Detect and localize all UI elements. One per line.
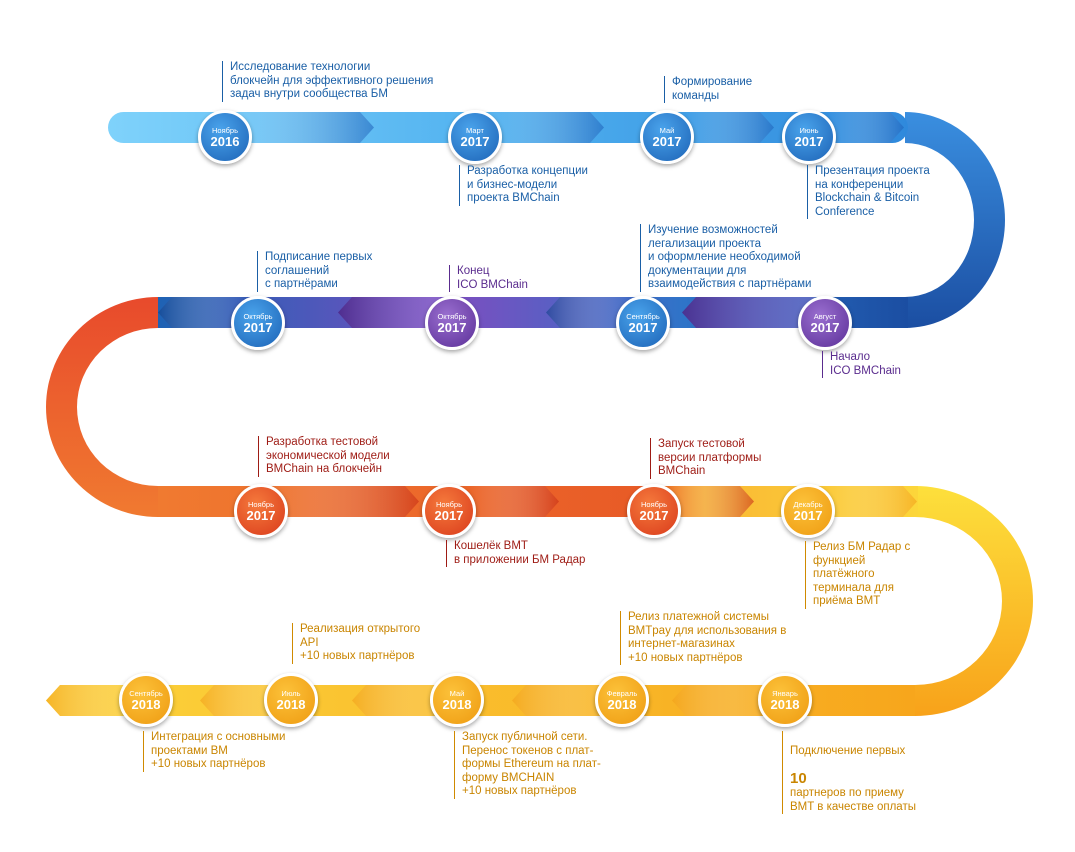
badge-month: Ноябрь [435, 500, 463, 509]
date-badge: Октябрь 2017 [231, 296, 285, 350]
badge-month: Декабрь [793, 500, 823, 509]
badge-month: Февраль [606, 689, 638, 698]
badge-month: Сентябрь [626, 312, 660, 321]
milestone-text: партнеров по приему BMT в качестве оплат… [790, 787, 916, 813]
date-badge: Сентябрь 2017 [616, 296, 670, 350]
road-curve-right-bottom [915, 486, 1033, 716]
badge-month: Ноябрь [640, 500, 668, 509]
badge-year: 2017 [793, 508, 823, 523]
milestone-label: Изучение возможностей легализации проект… [640, 224, 811, 292]
badge-month: Ноябрь [247, 500, 275, 509]
milestone-label: Подписание первых соглашений с партнёрам… [257, 251, 372, 292]
milestone-label: Исследование технологии блокчейн для эфф… [222, 61, 433, 102]
milestone-text: Подключение первых [790, 744, 906, 757]
date-badge: Декабрь 2017 [781, 484, 835, 538]
badge-year: 2018 [442, 697, 472, 712]
badge-month: Июнь [799, 126, 819, 135]
date-badge: Январь 2018 [758, 673, 812, 727]
milestone-label: Разработка концепции и бизнес-модели про… [459, 165, 588, 206]
date-badge: Ноябрь 2017 [422, 484, 476, 538]
milestone-label: Подключение первых 10 партнеров по прием… [782, 731, 916, 814]
badge-year: 2017 [652, 134, 682, 149]
partners-count: 10 [790, 769, 807, 787]
date-badge: Ноябрь 2017 [627, 484, 681, 538]
date-badge: Октябрь 2017 [425, 296, 479, 350]
date-badge: Март 2017 [448, 110, 502, 164]
milestone-label: Кошелёк BMT в приложении БМ Радар [446, 540, 585, 567]
badge-month: Август [813, 312, 837, 321]
badge-year: 2018 [131, 697, 161, 712]
milestone-label: Запуск тестовой версии платформы BMChain [650, 438, 761, 479]
badge-month: Октябрь [243, 312, 273, 321]
badge-year: 2017 [243, 320, 273, 335]
milestone-label: Конец ICO BMChain [449, 265, 528, 292]
badge-year: 2017 [810, 320, 840, 335]
milestone-label: Интеграция с основными проектами BM +10 … [143, 731, 285, 772]
badge-month: Май [659, 126, 675, 135]
milestone-label: Начало ICO BMChain [822, 351, 901, 378]
milestone-label: Формирование команды [664, 76, 752, 103]
badge-year: 2018 [770, 697, 800, 712]
badge-month: Январь [772, 689, 798, 698]
date-badge: Июнь 2017 [782, 110, 836, 164]
badge-month: Сентябрь [129, 689, 163, 698]
milestone-label: Запуск публичной сети. Перенос токенов с… [454, 731, 601, 799]
badge-year: 2017 [434, 508, 464, 523]
milestone-label: Презентация проекта на конференции Block… [807, 165, 930, 219]
date-badge: Май 2018 [430, 673, 484, 727]
badge-year: 2017 [460, 134, 490, 149]
badge-month: Июль [281, 689, 301, 698]
date-badge: Август 2017 [798, 296, 852, 350]
milestone-label: Релиз БМ Радар с функцией платёжного тер… [805, 541, 910, 609]
badge-month: Ноябрь [211, 126, 239, 135]
road-curve-left [46, 297, 158, 517]
badge-year: 2017 [794, 134, 824, 149]
badge-year: 2018 [276, 697, 306, 712]
date-badge: Сентябрь 2018 [119, 673, 173, 727]
milestone-label: Релиз платежной системы BMTpay для испол… [620, 611, 786, 665]
badge-year: 2017 [246, 508, 276, 523]
road-curve-right-top [905, 112, 1005, 328]
badge-year: 2016 [210, 134, 240, 149]
badge-month: Март [466, 126, 484, 135]
badge-year: 2017 [437, 320, 467, 335]
date-badge: Ноябрь 2017 [234, 484, 288, 538]
badge-month: Октябрь [437, 312, 467, 321]
badge-month: Май [449, 689, 465, 698]
badge-year: 2017 [628, 320, 658, 335]
date-badge: Ноябрь 2016 [198, 110, 252, 164]
badge-year: 2017 [639, 508, 669, 523]
milestone-label: Реализация открытого API +10 новых партн… [292, 623, 420, 664]
date-badge: Июль 2018 [264, 673, 318, 727]
badge-year: 2018 [607, 697, 637, 712]
milestone-label: Разработка тестовой экономической модели… [258, 436, 390, 477]
date-badge: Май 2017 [640, 110, 694, 164]
date-badge: Февраль 2018 [595, 673, 649, 727]
